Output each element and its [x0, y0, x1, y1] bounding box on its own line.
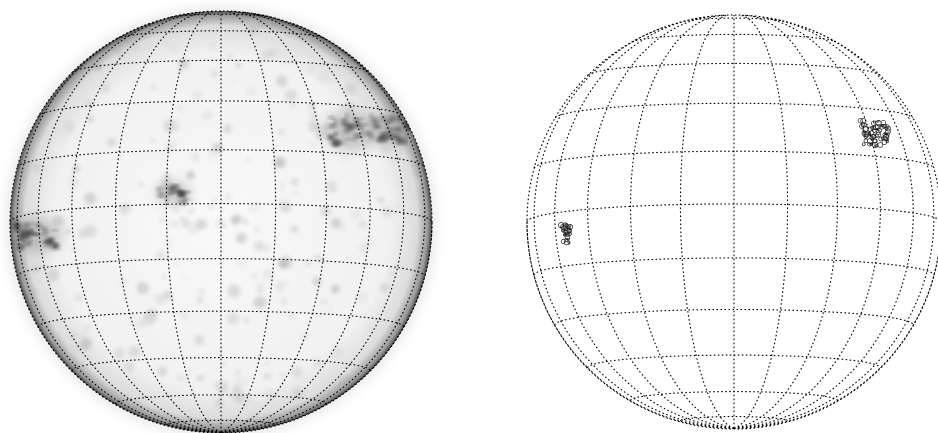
parallel-line — [533, 257, 935, 276]
contour-clusters — [558, 118, 892, 246]
meridian-line — [733, 14, 789, 429]
meridian-line — [220, 22, 426, 433]
parallel-line — [16, 149, 426, 168]
right-solar-disk-contours — [526, 14, 938, 430]
parallel-line — [629, 391, 839, 401]
active-regions — [10, 111, 420, 254]
chromospheric-network — [14, 19, 420, 424]
parallel-line — [533, 150, 935, 169]
parallel-line — [554, 308, 914, 326]
meridian-line — [629, 14, 735, 429]
meridian-line — [165, 10, 222, 433]
parallel-line — [526, 203, 938, 223]
meridian-line — [220, 10, 328, 433]
meridian-line — [526, 221, 735, 429]
parallel-line — [116, 30, 326, 39]
meridian-line — [16, 22, 222, 433]
heliographic-grid — [9, 10, 433, 433]
left-disk-panel — [6, 7, 436, 433]
parallel-line — [16, 258, 426, 277]
parallel-line — [37, 310, 405, 328]
meridian-line — [220, 12, 405, 433]
limb-circle — [9, 10, 433, 433]
parallel-line — [683, 17, 785, 22]
parallel-line — [72, 59, 370, 73]
active-region-northwest — [324, 111, 380, 150]
left-solar-disk-image — [6, 7, 436, 433]
meridian-line — [114, 10, 222, 433]
heliographic-grid — [526, 14, 938, 430]
meridian-line — [220, 11, 371, 433]
right-disk-panel — [469, 0, 938, 433]
parallel-line — [588, 62, 880, 76]
meridian-line — [733, 253, 938, 429]
parallel-line — [71, 357, 371, 371]
meridian-line — [37, 12, 222, 433]
parallel-line — [679, 415, 789, 422]
meridian-line — [733, 26, 935, 429]
meridian-line — [533, 26, 735, 429]
meridian-line — [733, 16, 914, 429]
parallel-line — [9, 203, 433, 223]
contour-cluster-northwest — [857, 118, 892, 148]
active-region-east — [10, 217, 62, 254]
contour-cluster-east — [558, 222, 574, 246]
meridian-line — [220, 10, 277, 433]
parallel-line — [631, 33, 837, 43]
meridian-line — [554, 16, 735, 429]
meridian-line — [71, 11, 222, 433]
parallel-line — [587, 354, 881, 368]
parallel-line — [554, 102, 914, 119]
limb-circle — [526, 14, 938, 430]
meridian-line — [733, 15, 881, 429]
small-spot-center — [156, 181, 192, 205]
meridian-line — [679, 14, 735, 429]
meridian-line — [587, 15, 735, 429]
meridian-line — [733, 14, 839, 429]
